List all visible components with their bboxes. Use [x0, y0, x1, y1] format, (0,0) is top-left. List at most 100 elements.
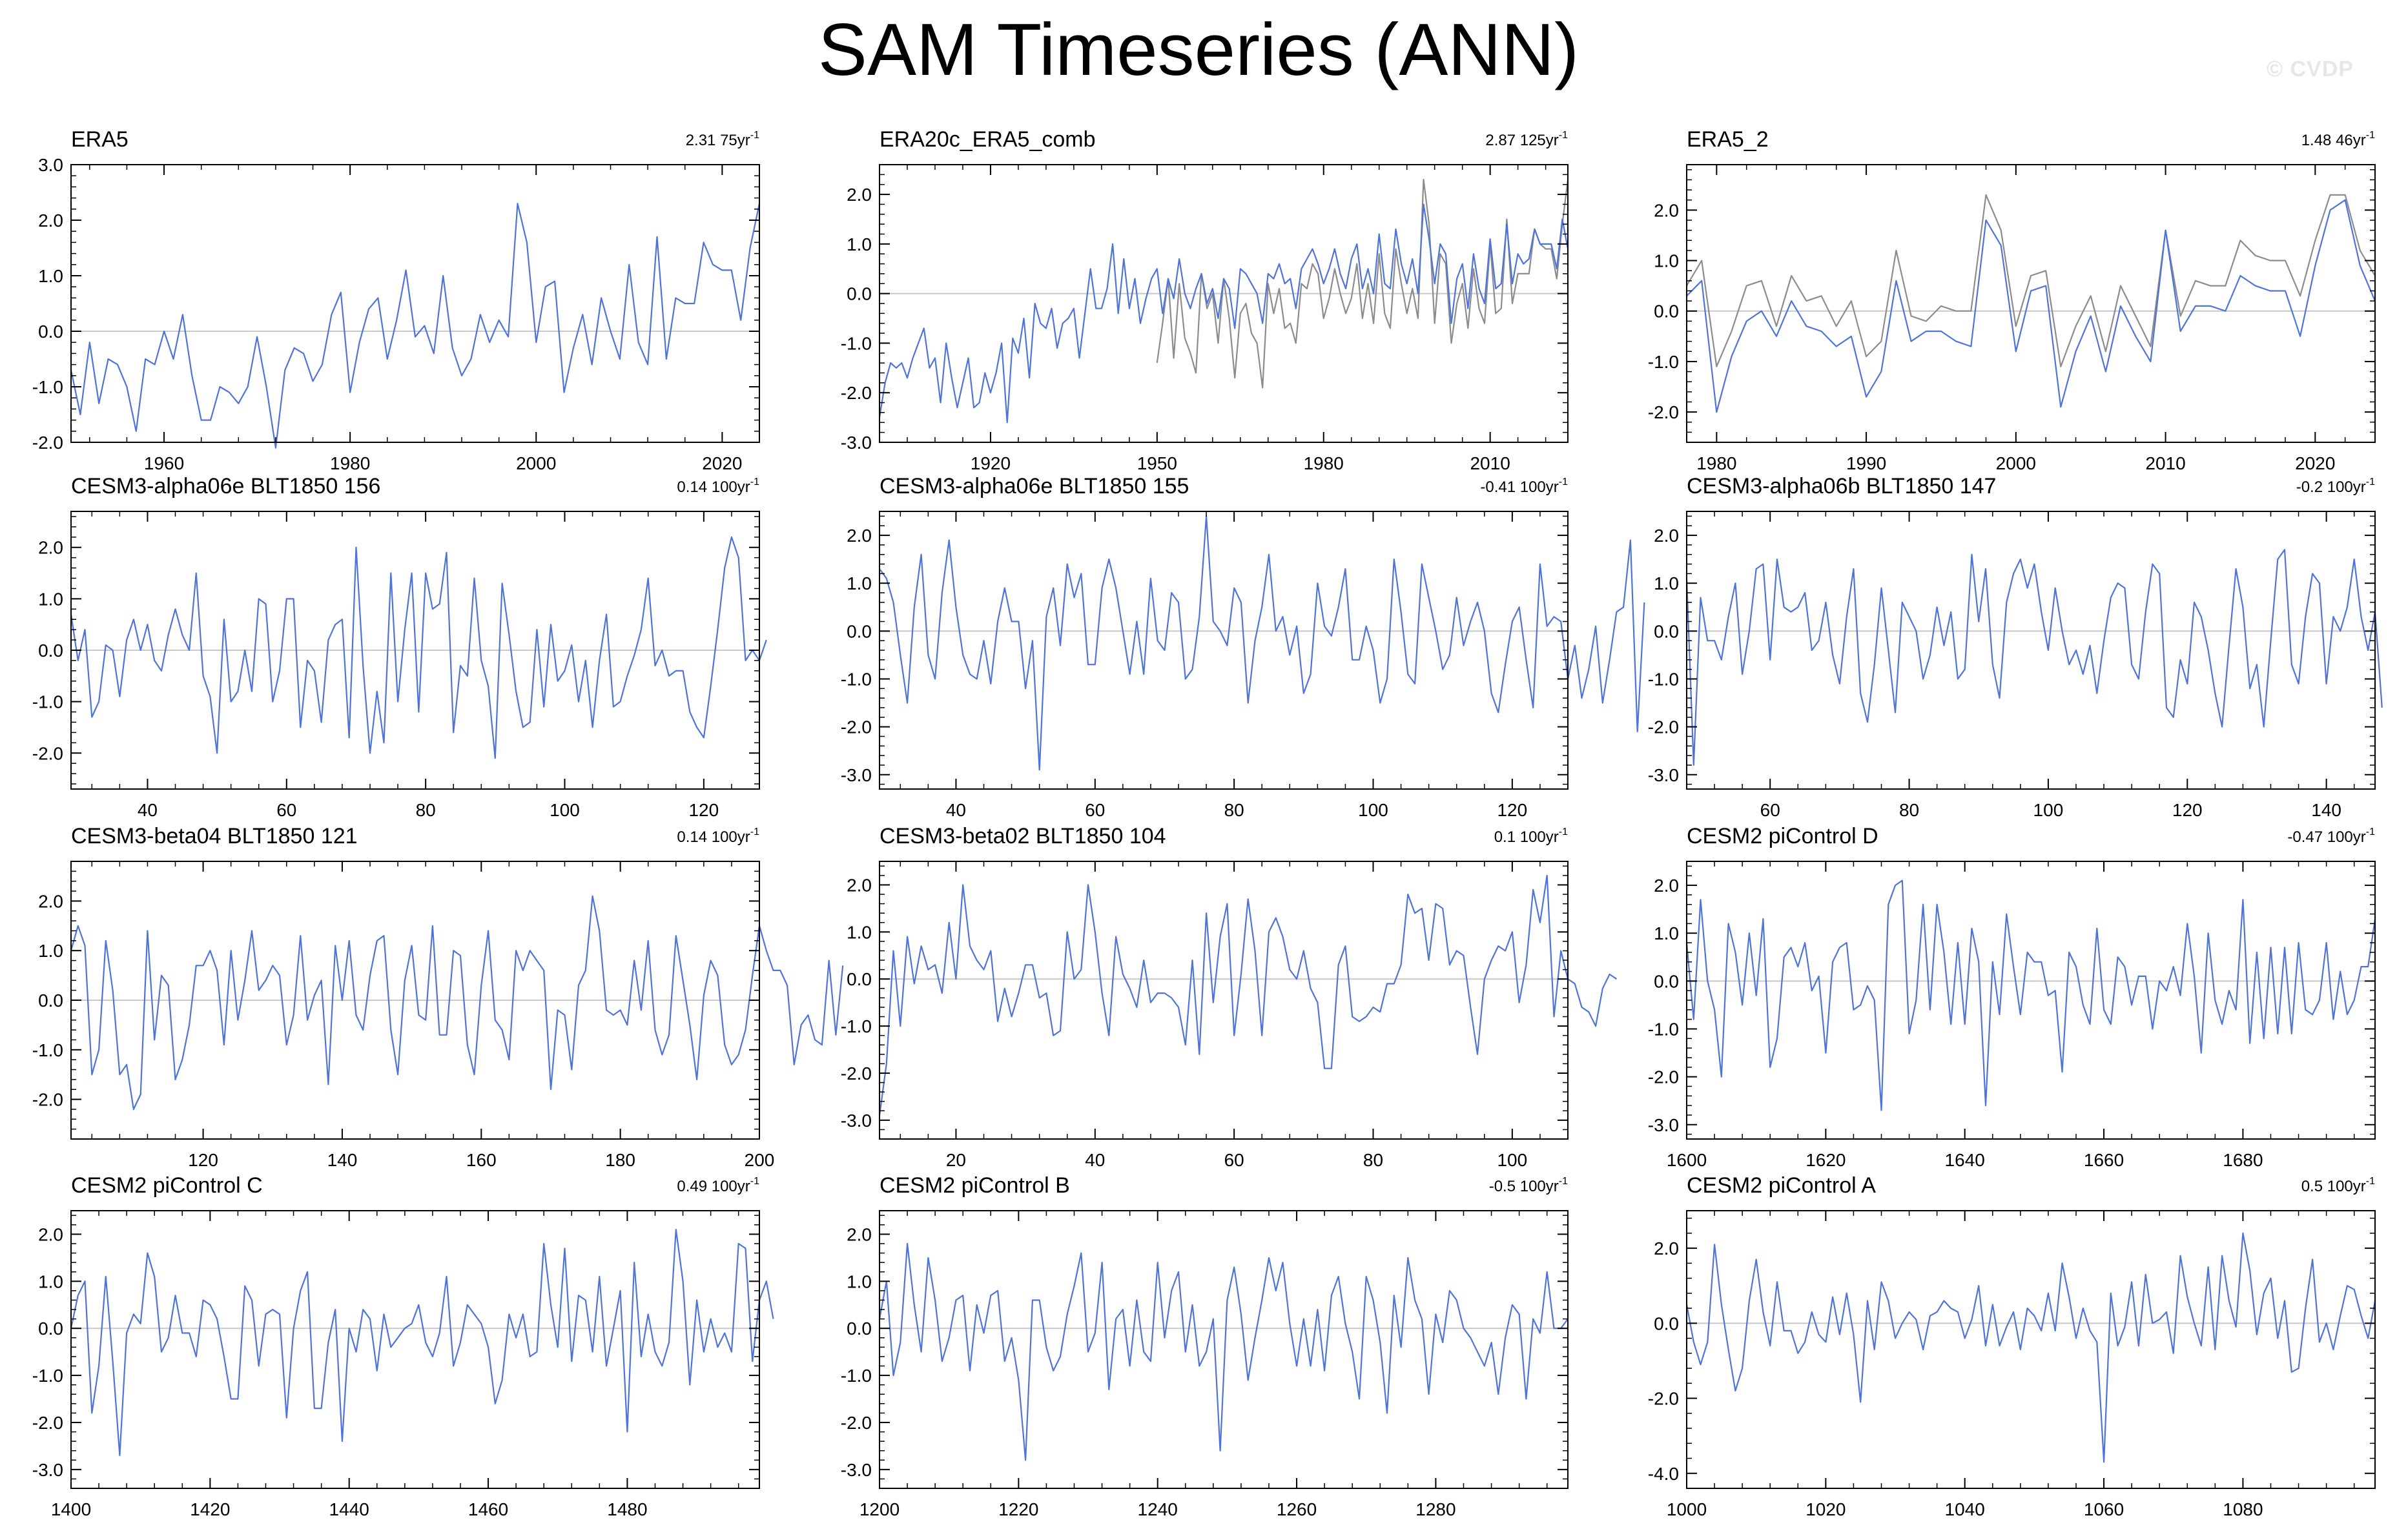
y-tick-label: -1.0 [1648, 352, 1679, 372]
y-tick-label: -3.0 [841, 1111, 872, 1131]
y-tick-label: -1.0 [841, 1016, 872, 1036]
panel-title: CESM3-alpha06b BLT1850 147 [1687, 474, 1996, 498]
panel-title: CESM3-beta04 BLT1850 121 [71, 824, 358, 848]
y-tick-label: -1.0 [841, 669, 872, 689]
trend-unit: -1 [1559, 477, 1568, 488]
y-tick-label: -2.0 [841, 1413, 872, 1433]
plot-frame [1686, 164, 2376, 443]
trend-value: 0.1 100yr [1494, 828, 1559, 846]
x-tick-label: 140 [2311, 800, 2341, 820]
plot-frame [1686, 1210, 2376, 1489]
y-tick-label: -2.0 [32, 743, 63, 763]
y-tick-label: 2.0 [847, 185, 872, 205]
trend-label: 0.49 100yr-1 [677, 1176, 759, 1195]
trend-value: -0.5 100yr [1489, 1178, 1559, 1195]
y-tick-label: 0.0 [1654, 621, 1679, 641]
trend-label: 2.87 125yr-1 [1485, 130, 1568, 149]
y-tick-label: -4.0 [1648, 1464, 1679, 1484]
y-tick-label: 1.0 [847, 573, 872, 593]
panel-title: CESM3-alpha06e BLT1850 155 [880, 474, 1189, 498]
y-tick-label: 0.0 [1654, 1313, 1679, 1333]
plot-frame [1686, 511, 2376, 790]
panel-5: CESM3-alpha06b BLT1850 147 -0.2 100yr-1 60… [1648, 474, 2383, 820]
x-tick-label: 60 [1760, 800, 1780, 820]
trend-unit: -1 [750, 477, 759, 488]
x-tick-label: 120 [688, 800, 719, 820]
y-tick-label: 1.0 [38, 1271, 63, 1291]
y-tick-label: 2.0 [1654, 200, 1679, 220]
series-line-0 [70, 536, 767, 759]
y-tick-label: -1.0 [841, 333, 872, 353]
x-tick-label: 80 [1899, 800, 1919, 820]
panel-11: CESM2 piControl A 0.5 100yr-1 1000 1020 1040… [1648, 1173, 2376, 1519]
trend-label: 1.48 46yr-1 [2301, 130, 2375, 149]
series-line-0 [1685, 549, 2383, 766]
series-line-0 [70, 1229, 774, 1457]
trend-unit: -1 [750, 826, 759, 837]
y-tick-label: -2.0 [841, 717, 872, 737]
y-tick-label: 0.0 [38, 641, 63, 661]
x-tick-label: 1440 [329, 1499, 369, 1519]
x-tick-label: 40 [1085, 1150, 1105, 1170]
y-tick-label: 0.0 [847, 284, 872, 304]
x-tick-label: 1240 [1138, 1499, 1178, 1519]
x-tick-label: 1680 [2223, 1150, 2263, 1170]
x-tick-label: 140 [327, 1150, 358, 1170]
y-tick-label: -2.0 [32, 1413, 63, 1433]
trend-value: -0.41 100yr [1480, 478, 1558, 496]
trend-value: 0.14 100yr [677, 478, 750, 496]
x-tick-label: 1960 [144, 453, 184, 473]
y-tick-label: -3.0 [841, 765, 872, 785]
plot-frame [879, 861, 1569, 1140]
panel-10: CESM2 piControl B -0.5 100yr-1 1200 1220 124… [841, 1173, 1569, 1519]
trend-value: -0.47 100yr [2287, 828, 2365, 846]
x-tick-label: 1040 [1945, 1499, 1985, 1519]
x-tick-label: 60 [276, 800, 296, 820]
trend-label: -0.5 100yr-1 [1489, 1176, 1568, 1195]
trend-value: 1.48 46yr [2301, 132, 2366, 149]
x-tick-label: 100 [2033, 800, 2064, 820]
x-tick-label: 200 [745, 1150, 775, 1170]
trend-label: -0.41 100yr-1 [1480, 477, 1568, 496]
y-tick-label: 0.0 [38, 322, 63, 342]
x-tick-label: 1000 [1667, 1499, 1707, 1519]
x-tick-label: 1200 [859, 1499, 900, 1519]
x-tick-label: 160 [466, 1150, 497, 1170]
y-tick-label: 2.0 [1654, 1238, 1679, 1258]
x-tick-label: 180 [605, 1150, 635, 1170]
y-tick-label: 2.0 [847, 875, 872, 895]
x-tick-label: 80 [416, 800, 436, 820]
y-tick-label: 2.0 [1654, 526, 1679, 546]
y-tick-label: 1.0 [1654, 923, 1679, 943]
trend-label: -0.2 100yr-1 [2296, 477, 2375, 496]
panel-title: ERA5 [71, 127, 129, 152]
page-title: SAM Timeseries (ANN) [818, 9, 1579, 91]
x-tick-label: 100 [1497, 1150, 1527, 1170]
y-tick-label: -1.0 [32, 377, 63, 397]
plot-frame [879, 1210, 1569, 1489]
panel-2: ERA5_2 1.48 46yr-1 1980 1990 2000 2010 2020 2.0… [1648, 127, 2376, 473]
x-tick-label: 1980 [330, 453, 370, 473]
y-tick-label: -1.0 [32, 1366, 63, 1386]
x-tick-label: 80 [1224, 800, 1244, 820]
trend-value: 0.49 100yr [677, 1178, 750, 1195]
x-tick-label: 1640 [1945, 1150, 1985, 1170]
x-tick-label: 1990 [1846, 453, 1886, 473]
x-tick-label: 1400 [51, 1499, 91, 1519]
series-line-1 [878, 203, 1569, 424]
x-tick-label: 2010 [2145, 453, 2185, 473]
plot-frame [1686, 861, 2376, 1140]
y-tick-label: -2.0 [841, 1063, 872, 1083]
y-tick-label: 1.0 [38, 589, 63, 609]
x-tick-label: 120 [188, 1150, 218, 1170]
y-tick-label: 1.0 [38, 941, 63, 961]
trend-value: -0.2 100yr [2296, 478, 2366, 496]
y-tick-label: -2.0 [32, 433, 63, 453]
y-tick-label: 0.0 [1654, 302, 1679, 322]
x-tick-label: 100 [550, 800, 580, 820]
y-tick-label: -1.0 [1648, 669, 1679, 689]
y-tick-label: -3.0 [32, 1460, 63, 1480]
panel-3: CESM3-alpha06e BLT1850 156 0.14 100yr-1 40… [32, 474, 767, 820]
trend-unit: -1 [1559, 826, 1568, 837]
panel-title: CESM2 piControl D [1687, 824, 1878, 848]
